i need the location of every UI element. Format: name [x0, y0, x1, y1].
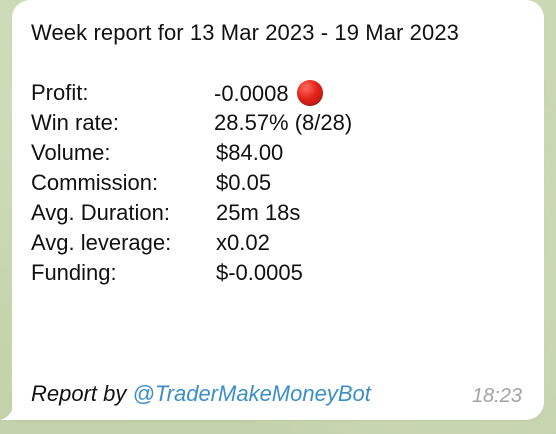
- stat-value: 25m 18s: [216, 200, 301, 225]
- report-title: Week report for 13 Mar 2023 - 19 Mar 202…: [31, 20, 460, 45]
- stat-row-volume: Volume: $84.00: [31, 140, 531, 170]
- stat-label: Avg. Duration:: [31, 200, 171, 225]
- stat-row-profit: Profit: -0.0008: [31, 80, 531, 110]
- stat-label: Commission:: [31, 170, 159, 195]
- stat-label: Avg. leverage:: [31, 230, 172, 255]
- report-stats: Profit: -0.0008 Win rate: 28.57% (8/28) …: [31, 80, 531, 290]
- stat-label: Funding:: [31, 260, 117, 285]
- stat-row-funding: Funding: $-0.0005: [31, 260, 531, 290]
- stat-value: $-0.0005: [216, 260, 303, 285]
- stat-value: x0.02: [216, 230, 270, 255]
- bot-username-link[interactable]: @TraderMakeMoneyBot: [132, 381, 371, 406]
- stat-label: Volume:: [31, 140, 111, 165]
- stat-value: $84.00: [216, 140, 284, 165]
- footer-prefix: Report by: [31, 381, 127, 406]
- stat-label: Win rate:: [31, 110, 120, 135]
- message-time: 18:23: [471, 385, 522, 407]
- profit-value: -0.0008: [214, 81, 289, 106]
- report-footer: Report by @TraderMakeMoneyBot: [31, 381, 371, 407]
- stat-value: 28.57% (8/28): [214, 110, 353, 135]
- stat-row-avg-duration: Avg. Duration: 25m 18s: [31, 200, 531, 230]
- stat-label: Profit:: [31, 80, 89, 105]
- red-circle-icon: [296, 80, 323, 106]
- stat-row-win-rate: Win rate: 28.57% (8/28): [31, 110, 531, 140]
- stat-row-avg-leverage: Avg. leverage: x0.02: [31, 230, 531, 260]
- stat-value: -0.0008: [214, 80, 323, 107]
- message-bubble[interactable]: Week report for 13 Mar 2023 - 19 Mar 202…: [12, 0, 544, 420]
- stat-row-commission: Commission: $0.05: [31, 170, 531, 200]
- stat-value: $0.05: [216, 170, 272, 195]
